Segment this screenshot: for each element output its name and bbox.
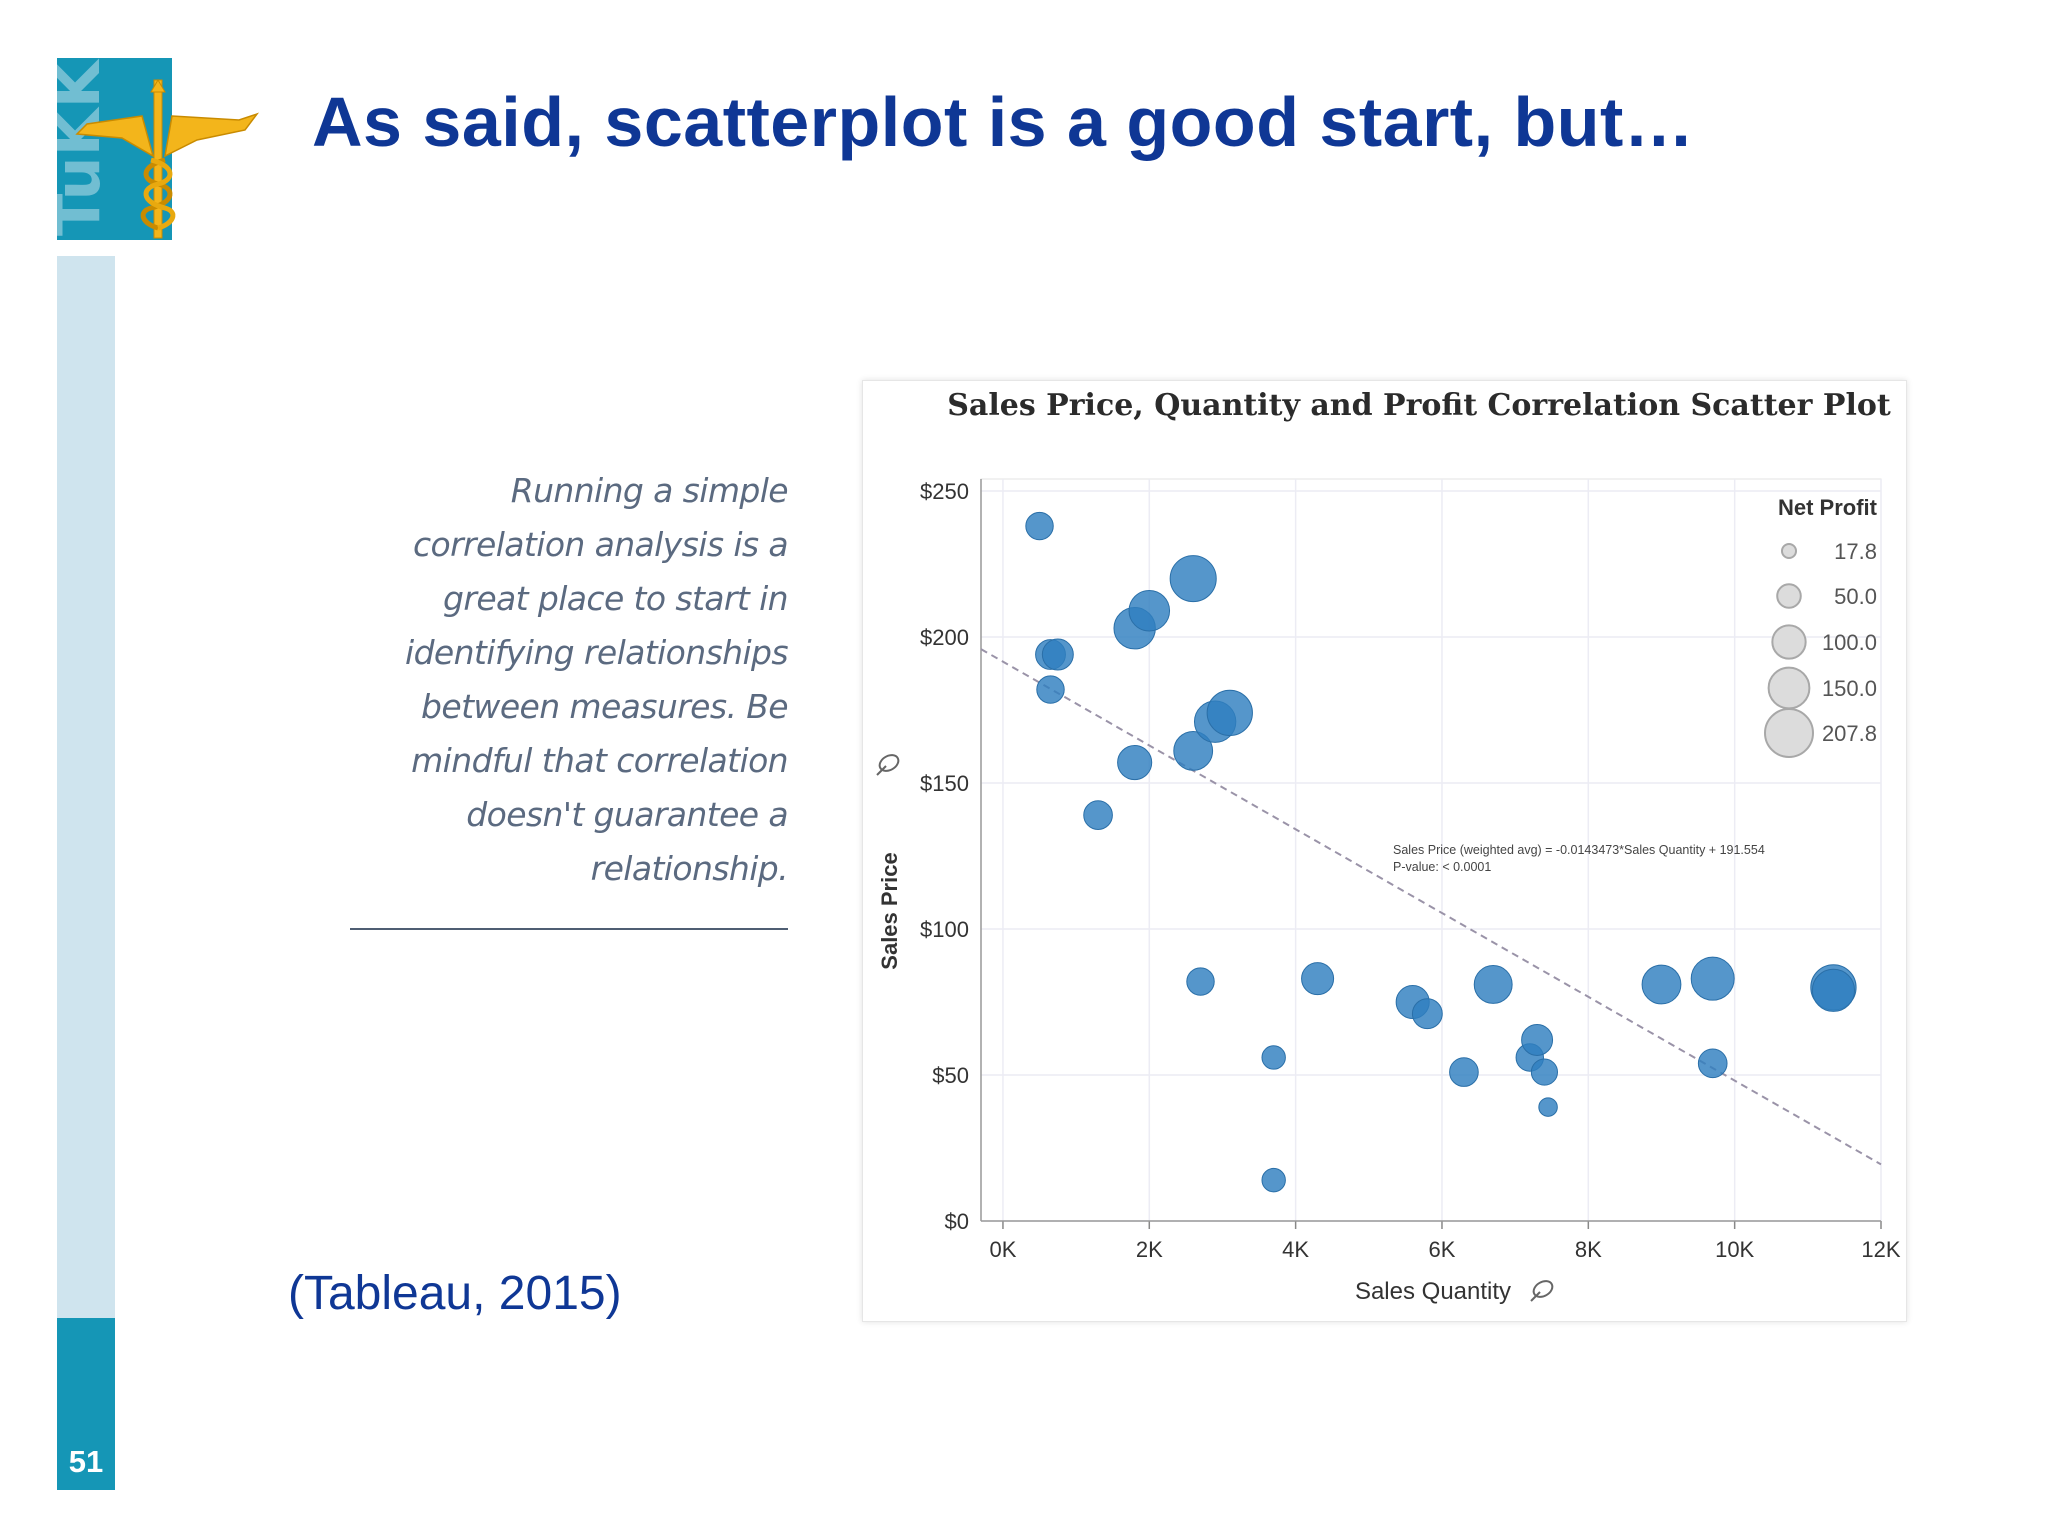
- x-tick-label: 4K: [1282, 1237, 1309, 1262]
- data-point: [1473, 965, 1513, 1004]
- legend-title: Net Profit: [1778, 495, 1878, 520]
- legend-size-circle: [1780, 542, 1798, 560]
- legend-size-circle: [1776, 583, 1802, 609]
- data-point: [1083, 800, 1113, 830]
- y-tick-label: $50: [932, 1063, 969, 1088]
- y-tick-label: $150: [920, 771, 969, 796]
- data-point: [1186, 967, 1215, 996]
- x-axis-label: Sales Quantity: [1355, 1278, 1511, 1305]
- trend-equation: Sales Price (weighted avg) = -0.0143473*…: [1393, 843, 1765, 857]
- y-tick-label: $0: [945, 1209, 969, 1234]
- data-point: [1173, 730, 1214, 771]
- chart-title: Sales Price, Quantity and Profit Correla…: [947, 388, 1891, 423]
- data-point: [1025, 511, 1054, 541]
- data-point: [1521, 1023, 1554, 1056]
- legend-size-label: 17.8: [1834, 539, 1877, 564]
- left-accent-strip-dark: [57, 1318, 115, 1490]
- left-accent-strip: [57, 256, 115, 1318]
- y-tick-label: $100: [920, 917, 969, 942]
- x-tick-label: 2K: [1136, 1237, 1163, 1262]
- data-point: [1697, 1048, 1728, 1079]
- data-point: [1538, 1097, 1558, 1117]
- data-point: [1117, 745, 1153, 781]
- x-tick-label: 6K: [1429, 1237, 1456, 1262]
- data-point: [1041, 638, 1074, 671]
- quote-line: doesn't guarantee a: [466, 795, 788, 834]
- legend-size-circle: [1763, 707, 1815, 759]
- legend-size-circle: [1771, 624, 1807, 660]
- quote-line: between measures. Be: [421, 687, 789, 726]
- data-point: [1169, 555, 1217, 603]
- quote-line: correlation analysis is a: [412, 525, 789, 564]
- data-points: [1025, 511, 1857, 1193]
- quote-line: mindful that correlation: [411, 741, 788, 780]
- legend-size-label: 50.0: [1834, 584, 1877, 609]
- x-tick-label: 0K: [989, 1237, 1016, 1262]
- data-point: [1261, 1167, 1286, 1193]
- legend-size-label: 207.8: [1822, 721, 1877, 746]
- y-tick-label: $200: [920, 625, 969, 650]
- legend-size-label: 150.0: [1822, 676, 1877, 701]
- tukkk-logo: TuKKK: [57, 58, 260, 240]
- legend-size-label: 100.0: [1822, 630, 1877, 655]
- quote-line: relationship.: [590, 849, 789, 888]
- data-point: [1301, 962, 1335, 996]
- data-point: [1128, 589, 1171, 632]
- citation: (Tableau, 2015): [288, 1267, 622, 1320]
- slide-title: As said, scatterplot is a good start, bu…: [312, 83, 1695, 161]
- size-legend: Net Profit 17.8 50.0 100.0 150.0 207.8: [1763, 495, 1878, 759]
- trend-pvalue: P-value: < 0.0001: [1393, 860, 1491, 874]
- quote-text: Running a simple correlation analysis is…: [360, 464, 789, 896]
- data-point: [1036, 675, 1065, 704]
- y-tick-label: $250: [920, 479, 969, 504]
- y-axis-label: Sales Price: [877, 852, 902, 969]
- scatter-chart: Sales Price, Quantity and Profit Correla…: [876, 388, 1901, 1305]
- x-tick-label: 10K: [1715, 1237, 1754, 1262]
- data-point: [1449, 1057, 1479, 1087]
- data-point: [1530, 1058, 1558, 1086]
- caduceus-icon: [75, 79, 260, 239]
- x-tick-label: 12K: [1861, 1237, 1900, 1262]
- data-point: [1261, 1045, 1286, 1070]
- quote-line: great place to start in: [443, 579, 789, 618]
- data-point: [1641, 964, 1682, 1005]
- trend-line: [980, 648, 1882, 1166]
- x-axis-pin-icon: [1530, 1280, 1554, 1302]
- x-tick-label: 8K: [1575, 1237, 1602, 1262]
- trend-line-group: Sales Price (weighted avg) = -0.0143473*…: [980, 648, 1882, 1166]
- logo-text: TuKKK: [57, 58, 114, 236]
- quote-line: Running a simple: [510, 471, 789, 510]
- data-point: [1690, 956, 1735, 1001]
- legend-size-circle: [1767, 666, 1811, 710]
- data-point: [1811, 968, 1856, 1012]
- chart-panel: Sales Price, Quantity and Profit Correla…: [862, 380, 1907, 1322]
- page-number: 51: [68, 1444, 104, 1479]
- y-axis-pin-icon: [876, 754, 900, 776]
- chart-axes: 0K 2K 4K 6K 8K 10K 12K $0 $50 $100 $150 $200 $250: [920, 479, 1901, 1262]
- data-point: [1206, 689, 1253, 737]
- quote-line: identifying relationships: [405, 633, 789, 672]
- data-point: [1411, 998, 1443, 1030]
- quote-divider: [350, 928, 788, 930]
